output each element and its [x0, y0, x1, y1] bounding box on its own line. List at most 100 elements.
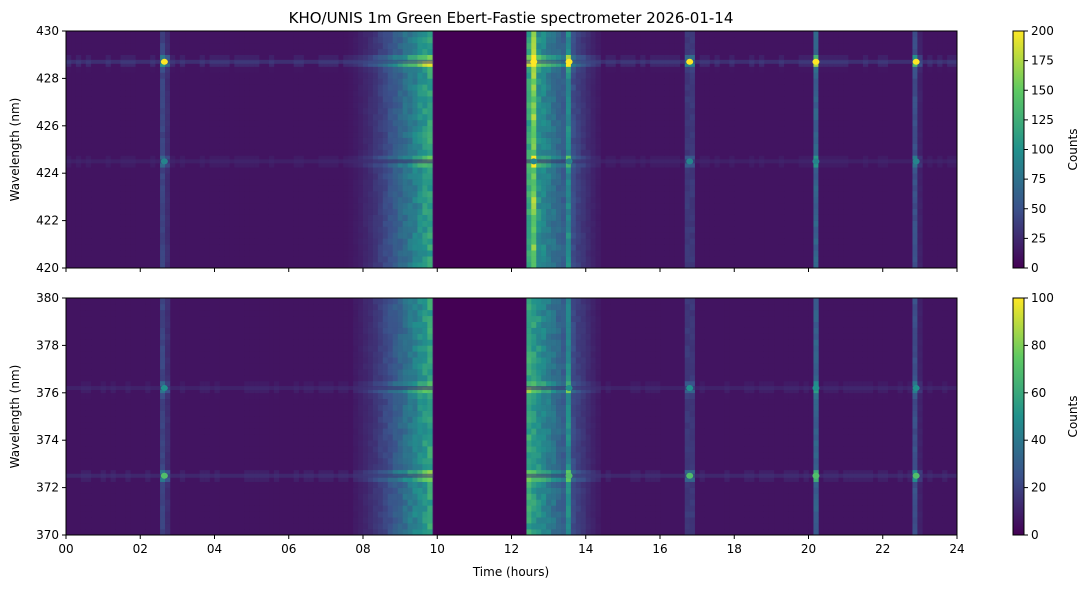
heatmap-cell: [343, 67, 348, 73]
heatmap-cell: [408, 203, 413, 209]
heatmap-cell: [630, 262, 635, 268]
heatmap-cell: [650, 179, 655, 185]
heatmap-cell: [863, 72, 868, 78]
heatmap-cell: [205, 488, 210, 494]
heatmap-cell: [625, 150, 630, 156]
heatmap-cell: [556, 256, 561, 262]
heatmap-cell: [249, 310, 254, 316]
heatmap-cell: [586, 126, 591, 132]
heatmap-cell: [417, 191, 422, 197]
heatmap-cell: [86, 43, 91, 49]
heatmap-cell: [779, 49, 784, 55]
heatmap-cell: [630, 126, 635, 132]
heatmap-cell: [120, 173, 125, 179]
heatmap-cell: [328, 114, 333, 120]
heatmap-cell: [937, 84, 942, 90]
heatmap-cell: [200, 262, 205, 268]
heatmap-cell: [912, 108, 917, 114]
heatmap-cell: [843, 215, 848, 221]
heatmap-cell: [165, 411, 170, 417]
heatmap-cell: [714, 238, 719, 244]
heatmap-cell: [843, 209, 848, 215]
heatmap-cell: [76, 138, 81, 144]
heatmap-cell: [76, 49, 81, 55]
heatmap-cell: [581, 120, 586, 126]
heatmap-cell: [581, 138, 586, 144]
heatmap-cell: [640, 90, 645, 96]
heatmap-cell: [729, 256, 734, 262]
heatmap-cell: [125, 209, 130, 215]
heatmap-cell: [244, 185, 249, 191]
heatmap-cell: [591, 120, 596, 126]
heatmap-cell: [145, 417, 150, 423]
heatmap-cell: [239, 173, 244, 179]
heatmap-cell: [818, 144, 823, 150]
heatmap-cell: [927, 67, 932, 73]
heatmap-cell: [264, 328, 269, 334]
heatmap-cell: [576, 250, 581, 256]
heatmap-cell: [422, 126, 427, 132]
heatmap-cell: [531, 126, 536, 132]
heatmap-cell: [878, 185, 883, 191]
heatmap-cell: [234, 262, 239, 268]
heatmap-cell: [160, 357, 165, 363]
heatmap-cell: [130, 132, 135, 138]
heatmap-cell: [215, 167, 220, 173]
heatmap-cell: [620, 78, 625, 84]
heatmap-cell: [833, 221, 838, 227]
heatmap-cell: [200, 132, 205, 138]
heatmap-cell: [838, 90, 843, 96]
heatmap-cell: [304, 339, 309, 345]
heatmap-cell: [660, 167, 665, 173]
heatmap-cell: [343, 250, 348, 256]
heatmap-cell: [536, 197, 541, 203]
heatmap-cell: [591, 256, 596, 262]
heatmap-cell: [106, 191, 111, 197]
heatmap-cell: [843, 150, 848, 156]
heatmap-cell: [541, 37, 546, 43]
heatmap-cell: [86, 357, 91, 363]
heatmap-cell: [160, 505, 165, 511]
heatmap-cell: [254, 505, 259, 511]
heatmap-cell: [348, 244, 353, 250]
heatmap-cell: [343, 108, 348, 114]
heatmap-cell: [318, 256, 323, 262]
heatmap-cell: [210, 126, 215, 132]
heatmap-cell: [586, 191, 591, 197]
heatmap-cell: [318, 250, 323, 256]
heatmap-cell: [828, 102, 833, 108]
heatmap-cell: [294, 221, 299, 227]
heatmap-cell: [665, 114, 670, 120]
heatmap-cell: [101, 411, 106, 417]
heatmap-cell: [373, 43, 378, 49]
heatmap-cell: [160, 517, 165, 523]
heatmap-cell: [655, 108, 660, 114]
heatmap-cell: [576, 150, 581, 156]
heatmap-cell: [640, 96, 645, 102]
heatmap-cell: [170, 238, 175, 244]
heatmap-cell: [586, 43, 591, 49]
heatmap-cell: [125, 256, 130, 262]
heatmap-cell: [205, 298, 210, 304]
heatmap-cell: [160, 138, 165, 144]
heatmap-cell: [244, 517, 249, 523]
heatmap-cell: [249, 440, 254, 446]
heatmap-cell: [333, 244, 338, 250]
heatmap-cell: [259, 494, 264, 500]
heatmap-cell: [655, 250, 660, 256]
heatmap-cell: [363, 232, 368, 238]
heatmap-cell: [408, 114, 413, 120]
heatmap-cell: [541, 84, 546, 90]
heatmap-cell: [264, 339, 269, 345]
heatmap-cell: [393, 262, 398, 268]
heatmap-cell: [299, 132, 304, 138]
heatmap-cell: [422, 209, 427, 215]
heatmap-cell: [224, 138, 229, 144]
heatmap-cell: [66, 232, 71, 238]
heatmap-cell: [413, 49, 418, 55]
heatmap-cell: [912, 96, 917, 102]
heatmap-cell: [606, 114, 611, 120]
heatmap-cell: [388, 138, 393, 144]
heatmap-cell: [660, 96, 665, 102]
heatmap-cell: [328, 250, 333, 256]
